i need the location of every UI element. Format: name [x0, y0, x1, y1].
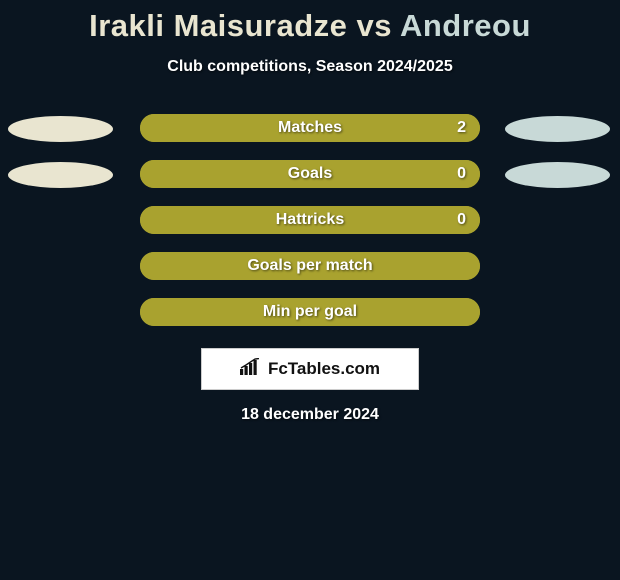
stat-bar: Hattricks0	[140, 206, 480, 234]
stat-bar: Matches2	[140, 114, 480, 142]
subtitle: Club competitions, Season 2024/2025	[0, 58, 620, 76]
stat-row: Min per goal	[0, 298, 620, 344]
stat-row: Hattricks0	[0, 206, 620, 252]
player-b-marker	[505, 162, 610, 188]
vs-separator: vs	[347, 8, 400, 43]
bar-chart-icon	[240, 358, 262, 381]
stat-row: Goals0	[0, 160, 620, 206]
page-title: Irakli Maisuradze vs Andreou	[0, 8, 620, 44]
stat-row: Matches2	[0, 114, 620, 160]
player-b-marker	[505, 116, 610, 142]
player-a-name: Irakli Maisuradze	[89, 8, 347, 43]
brand-box[interactable]: FcTables.com	[201, 348, 419, 390]
player-a-marker	[8, 162, 113, 188]
stat-bar: Goals per match	[140, 252, 480, 280]
player-b-name: Andreou	[400, 8, 531, 43]
player-a-marker	[8, 116, 113, 142]
date-text: 18 december 2024	[0, 406, 620, 424]
stat-bar: Min per goal	[140, 298, 480, 326]
stat-rows: Matches2 Goals0 Hattricks0 Goals per match M…	[0, 114, 620, 344]
stat-bar-fill	[140, 114, 480, 142]
stat-bar-fill	[140, 160, 480, 188]
stat-bar-fill	[140, 298, 480, 326]
stat-row: Goals per match	[0, 252, 620, 298]
stat-bar-fill	[140, 252, 480, 280]
stat-bar-fill	[140, 206, 480, 234]
brand-text: FcTables.com	[268, 359, 380, 379]
infographic-content: Irakli Maisuradze vs Andreou Club compet…	[0, 0, 620, 580]
stat-bar: Goals0	[140, 160, 480, 188]
